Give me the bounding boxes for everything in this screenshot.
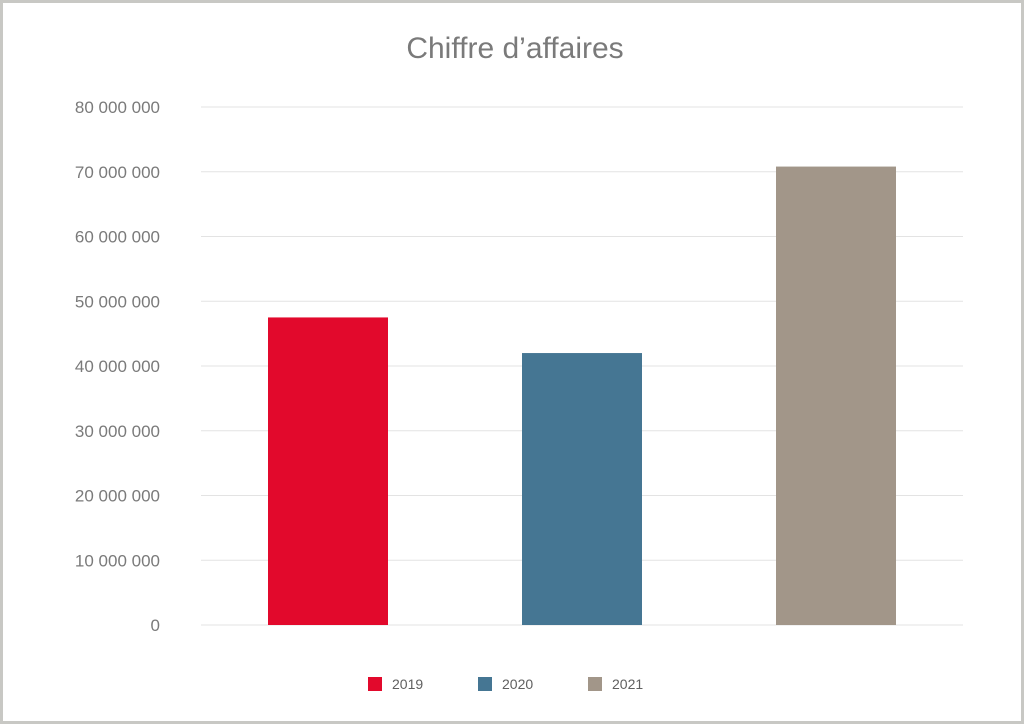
bar-chart: Chiffre d’affaires 0 10 000 000 20 000 000… [75,32,963,692]
bar-2020 [522,353,642,625]
chart-title: Chiffre d’affaires [406,32,623,65]
legend-label: 2021 [612,676,643,692]
legend-swatch [588,677,602,691]
legend: 2019 2020 2021 [368,676,643,692]
legend-swatch [368,677,382,691]
legend-label: 2020 [502,676,533,692]
y-axis-ticks: 0 10 000 000 20 000 000 30 000 000 40 000 00… [75,98,160,635]
y-tick-label: 30 000 000 [75,422,160,441]
bars [268,166,896,625]
bar-2021 [776,166,896,625]
y-tick-label: 60 000 000 [75,228,160,247]
y-tick-label: 50 000 000 [75,292,160,311]
y-tick-label: 0 [151,616,160,635]
legend-swatch [478,677,492,691]
y-tick-label: 40 000 000 [75,357,160,376]
bar-2019 [268,317,388,625]
y-tick-label: 10 000 000 [75,551,160,570]
y-tick-label: 70 000 000 [75,163,160,182]
legend-label: 2019 [392,676,423,692]
y-tick-label: 20 000 000 [75,487,160,506]
y-tick-label: 80 000 000 [75,98,160,117]
